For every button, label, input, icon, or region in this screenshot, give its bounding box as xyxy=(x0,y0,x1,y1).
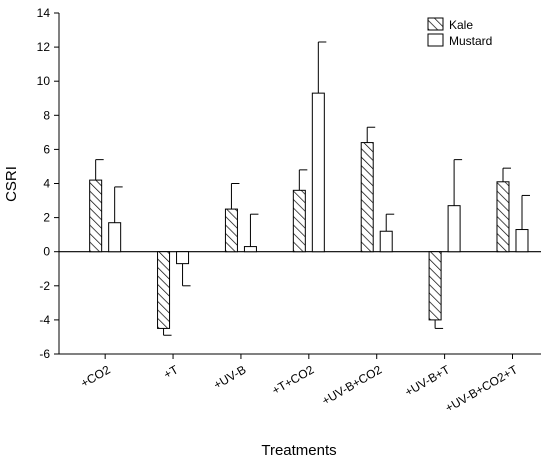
bar-mustard xyxy=(447,205,461,253)
bar-kale xyxy=(89,179,103,253)
y-tick-label: 10 xyxy=(37,74,51,88)
x-tick-label: +UV-B+CO2 xyxy=(319,362,384,408)
bar-kale xyxy=(157,251,171,329)
y-tick-label: 14 xyxy=(37,6,51,20)
y-axis-title: CSRI xyxy=(3,166,20,202)
x-tick-label: +UV-B xyxy=(211,362,248,392)
x-tick-label: +T+CO2 xyxy=(269,362,316,397)
bar-kale xyxy=(496,181,510,253)
x-tick-label: +UV-B+T xyxy=(402,362,452,399)
bar-mustard xyxy=(515,229,529,253)
bar-mustard xyxy=(108,222,122,253)
legend-label-mustard: Mustard xyxy=(449,34,492,48)
y-tick-label: -6 xyxy=(39,347,50,361)
y-tick-label: 0 xyxy=(43,245,50,259)
y-tick-label: 2 xyxy=(43,211,50,225)
bar-kale xyxy=(428,251,442,321)
bar-kale xyxy=(360,142,374,253)
bar-mustard xyxy=(243,246,257,253)
y-tick-label: -2 xyxy=(39,279,50,293)
bar-kale xyxy=(224,208,238,253)
legend-label-kale: Kale xyxy=(449,18,473,32)
legend-swatch-mustard xyxy=(427,33,444,47)
x-tick-label: +T xyxy=(161,362,181,382)
legend-swatch-kale xyxy=(427,17,444,31)
y-tick-label: 12 xyxy=(37,40,51,54)
bar-kale xyxy=(292,189,306,253)
x-tick-label: +CO2 xyxy=(78,362,113,390)
bar-mustard xyxy=(379,230,393,253)
y-tick-label: -4 xyxy=(39,313,50,327)
bar-mustard xyxy=(176,251,190,265)
x-tick-label: +UV-B+CO2+T xyxy=(443,362,521,415)
bar-mustard xyxy=(311,92,325,253)
x-axis-title: Treatments xyxy=(261,442,336,459)
y-tick-label: 6 xyxy=(43,142,50,156)
y-tick-label: 8 xyxy=(43,108,50,122)
y-tick-label: 4 xyxy=(43,177,50,191)
